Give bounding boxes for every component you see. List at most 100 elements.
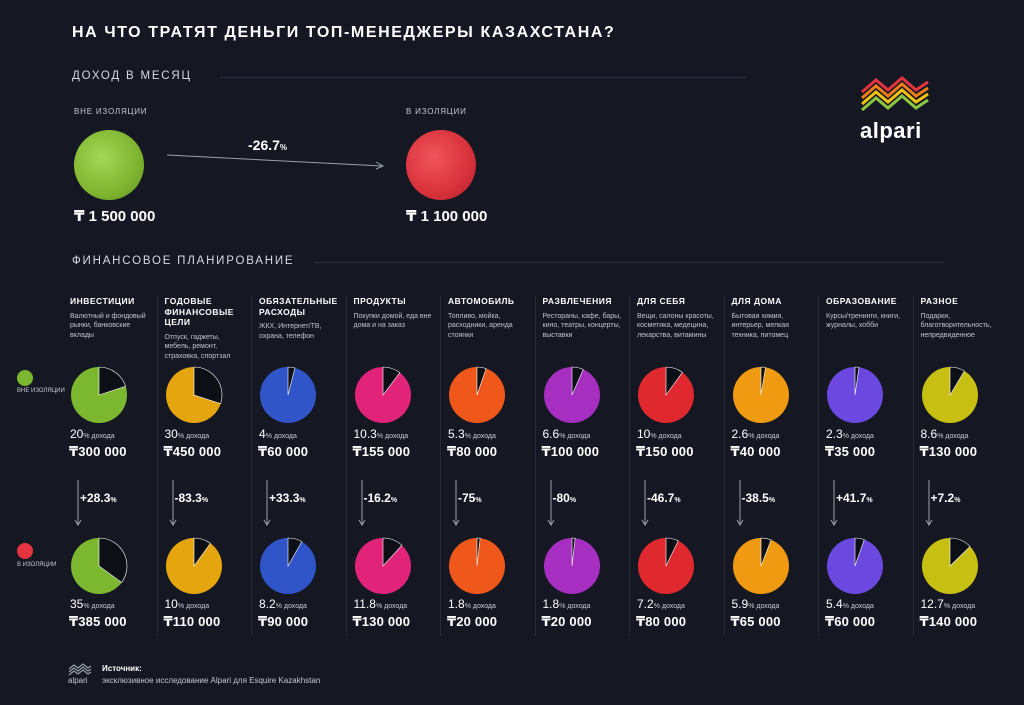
change-percent: +41.7%: [836, 491, 873, 505]
category-desc: Рестораны, кафе, бары, кино, театры, кон…: [542, 312, 622, 339]
pie-before: [449, 366, 505, 423]
pie-before: [543, 366, 600, 423]
share-before: 10.3% дохода: [353, 427, 409, 441]
down-arrow-icon: [830, 480, 838, 526]
income-before-value: ₸ 1 500 000: [74, 208, 156, 225]
alpari-small-logo-icon: [68, 663, 92, 676]
pie-slice: [476, 366, 487, 396]
column-divider: [156, 296, 158, 636]
column-divider: [912, 296, 914, 636]
source-label: Источник:: [102, 664, 142, 673]
change-percent: +28.3%: [80, 491, 117, 505]
legend-after-dot: [17, 543, 33, 559]
divider: [220, 77, 747, 78]
pie-after: [260, 537, 316, 594]
category-title: РАЗНОЕ: [920, 296, 959, 306]
share-before: 8.6% дохода: [920, 427, 969, 441]
income-heading: ДОХОД В МЕСЯЦ: [72, 70, 192, 82]
divider: [314, 262, 944, 263]
category-title: РАЗВЛЕЧЕНИЯ: [542, 296, 612, 306]
value-after: ₸110 000: [163, 614, 221, 629]
column-divider: [723, 296, 725, 636]
column-divider: [818, 296, 819, 636]
pie-after: [449, 537, 505, 594]
share-before: 2.3% дохода: [826, 427, 874, 441]
value-after: ₸60 000: [825, 614, 876, 629]
pie-after: [354, 537, 411, 594]
category-desc: ЖКХ, Интернет/ТВ, охрана, телефон: [259, 323, 322, 340]
category-desc: Вещи, салоны красоты, косметика, медецин…: [637, 312, 714, 339]
pie-slice: [287, 537, 303, 568]
category-desc: Подарки, благотворительность, непредвиде…: [920, 312, 992, 339]
pie-before: [732, 366, 789, 423]
category-title: ГОДОВЫЕ ФИНАНСОВЫЕ ЦЕЛИ: [164, 296, 234, 327]
share-after: 8.2% дохода: [259, 597, 307, 611]
pie-before: [354, 366, 411, 423]
income-change: -26.7%: [248, 137, 288, 153]
pie-slice: [665, 366, 683, 396]
pie-slice: [571, 537, 575, 567]
income-before-label: ВНЕ ИЗОЛЯЦИИ: [74, 107, 148, 116]
pie-slice: [98, 537, 128, 583]
value-after: ₸130 000: [352, 614, 411, 629]
category-desc: Покупки домой, еда вне дома и на заказ: [353, 312, 432, 330]
share-after: 1.8% дохода: [542, 597, 591, 611]
pie-slice: [382, 366, 400, 396]
share-before: 2.6% дохода: [731, 427, 780, 441]
value-after: ₸20 000: [447, 614, 498, 629]
change-percent: -38.5%: [741, 491, 776, 505]
income-after-label: В ИЗОЛЯЦИИ: [406, 107, 467, 116]
category-title: АВТОМОБИЛЬ: [448, 296, 515, 306]
pie-before: [638, 366, 694, 423]
down-arrow-icon: [547, 480, 554, 526]
change-percent: +33.3%: [269, 491, 306, 505]
value-after: ₸140 000: [919, 614, 978, 629]
category-title: ИНВЕСТИЦИИ: [70, 296, 135, 306]
value-after: ₸80 000: [636, 614, 687, 629]
value-after: ₸385 000: [69, 614, 127, 629]
share-before: 30% дохода: [164, 427, 210, 441]
share-after: 12.7% дохода: [920, 597, 976, 611]
source-logo-text: alpari: [68, 676, 88, 685]
value-before: ₸130 000: [919, 444, 978, 459]
value-before: ₸155 000: [352, 444, 411, 459]
pie-after: [827, 537, 883, 594]
pie-before: [921, 366, 978, 423]
category-title: ОБЯЗАТЕЛЬНЫЕ РАСХОДЫ: [259, 296, 338, 317]
change-percent: -46.7%: [647, 491, 681, 505]
pie-slice: [760, 366, 766, 396]
value-before: ₸40 000: [730, 444, 781, 459]
down-arrow-icon: [736, 480, 743, 526]
down-arrow-icon: [169, 480, 176, 526]
column-divider: [440, 296, 441, 636]
share-after: 11.8% дохода: [353, 597, 408, 611]
down-arrow-icon: [925, 480, 932, 526]
pie-slice: [949, 537, 970, 567]
share-after: 5.4% дохода: [826, 597, 874, 611]
share-after: 10% дохода: [164, 597, 210, 611]
value-after: ₸20 000: [541, 614, 592, 629]
category-title: ОБРАЗОВАНИЕ: [826, 296, 897, 306]
pie-slice: [193, 537, 211, 567]
value-before: ₸60 000: [258, 444, 309, 459]
pie-slice: [193, 366, 222, 405]
pie-after: [71, 537, 128, 594]
share-before: 5.3% дохода: [448, 427, 496, 441]
pie-after: [732, 537, 789, 594]
share-before: 20% дохода: [70, 427, 115, 441]
pie-slice: [949, 366, 965, 397]
category-title: ДЛЯ СЕБЯ: [637, 296, 686, 306]
category-desc: Топливо, мойка, расходники, аренда стоян…: [448, 312, 513, 339]
planning-heading: ФИНАНСОВОЕ ПЛАНИРОВАНИЕ: [72, 255, 295, 267]
category-desc: Бытовая химия, интерьер, мелкая техника,…: [731, 312, 789, 339]
value-before: ₸100 000: [541, 444, 600, 459]
column-divider: [251, 296, 252, 636]
category-title: ПРОДУКТЫ: [353, 296, 407, 306]
category-desc: Курсы/тренинги, книги, журналы, хобби: [826, 312, 901, 330]
pie-before: [71, 366, 127, 423]
change-percent: -75%: [458, 491, 482, 505]
legend-before-dot: [17, 370, 33, 386]
pie-slice: [571, 366, 584, 396]
share-after: 5.9% дохода: [731, 597, 780, 611]
change-percent: -16.2%: [363, 491, 398, 505]
